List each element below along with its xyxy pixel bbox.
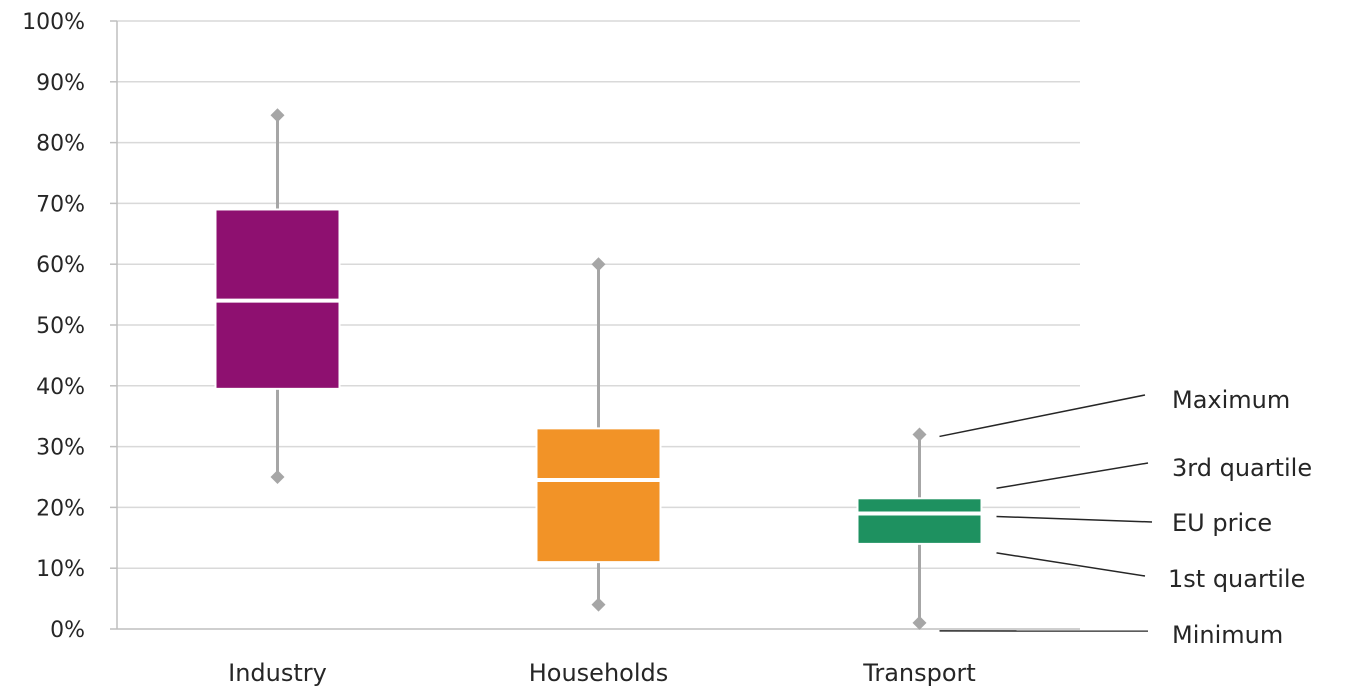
min-marker [912, 615, 927, 630]
min-marker [270, 470, 285, 484]
y-tick-label: 30% [36, 436, 85, 461]
legend-leader-q3 [996, 462, 1149, 490]
legend-label-min: Minimum [1172, 621, 1283, 649]
y-tick-label: 70% [36, 192, 85, 217]
interquartile-box [535, 427, 662, 564]
max-marker [912, 427, 927, 442]
box-legend: Maximum 3rd quartile EU price 1st quartile M… [939, 386, 1312, 649]
y-tick-label: 90% [36, 71, 85, 96]
y-tick-label: 10% [36, 557, 85, 582]
y-tick-label: 60% [36, 253, 85, 278]
y-tick-label: 0% [50, 618, 85, 643]
interquartile-box [856, 497, 983, 545]
y-tick-label: 80% [36, 132, 85, 157]
y-tick-label: 50% [36, 314, 85, 339]
y-tick-label: 20% [36, 496, 85, 521]
legend-leader-q1 [996, 552, 1146, 577]
box-industry [214, 108, 341, 484]
legend-label-q1: 1st quartile [1168, 565, 1305, 593]
category-label: Transport [862, 659, 976, 687]
y-tick-label: 40% [36, 375, 85, 400]
boxes [214, 108, 983, 630]
category-label: Households [529, 659, 669, 687]
max-marker [270, 108, 285, 123]
category-label: Industry [228, 659, 327, 687]
max-marker [591, 257, 606, 272]
legend-label-q3: 3rd quartile [1172, 454, 1312, 482]
legend-label-max: Maximum [1172, 386, 1290, 414]
legend-leader-max [939, 394, 1146, 438]
box-households [535, 257, 662, 612]
legend-leader-median [996, 515, 1153, 523]
box-transport [856, 427, 983, 630]
y-axis-tick-labels: 0% 10% 20% 30% 40% 50% 60% 70% 80% 90% 100% [22, 10, 85, 643]
legend-label-median: EU price [1172, 509, 1272, 537]
y-tick-label: 100% [22, 10, 85, 35]
min-marker [591, 597, 606, 612]
x-axis-category-labels: Industry Households Transport [228, 659, 976, 687]
